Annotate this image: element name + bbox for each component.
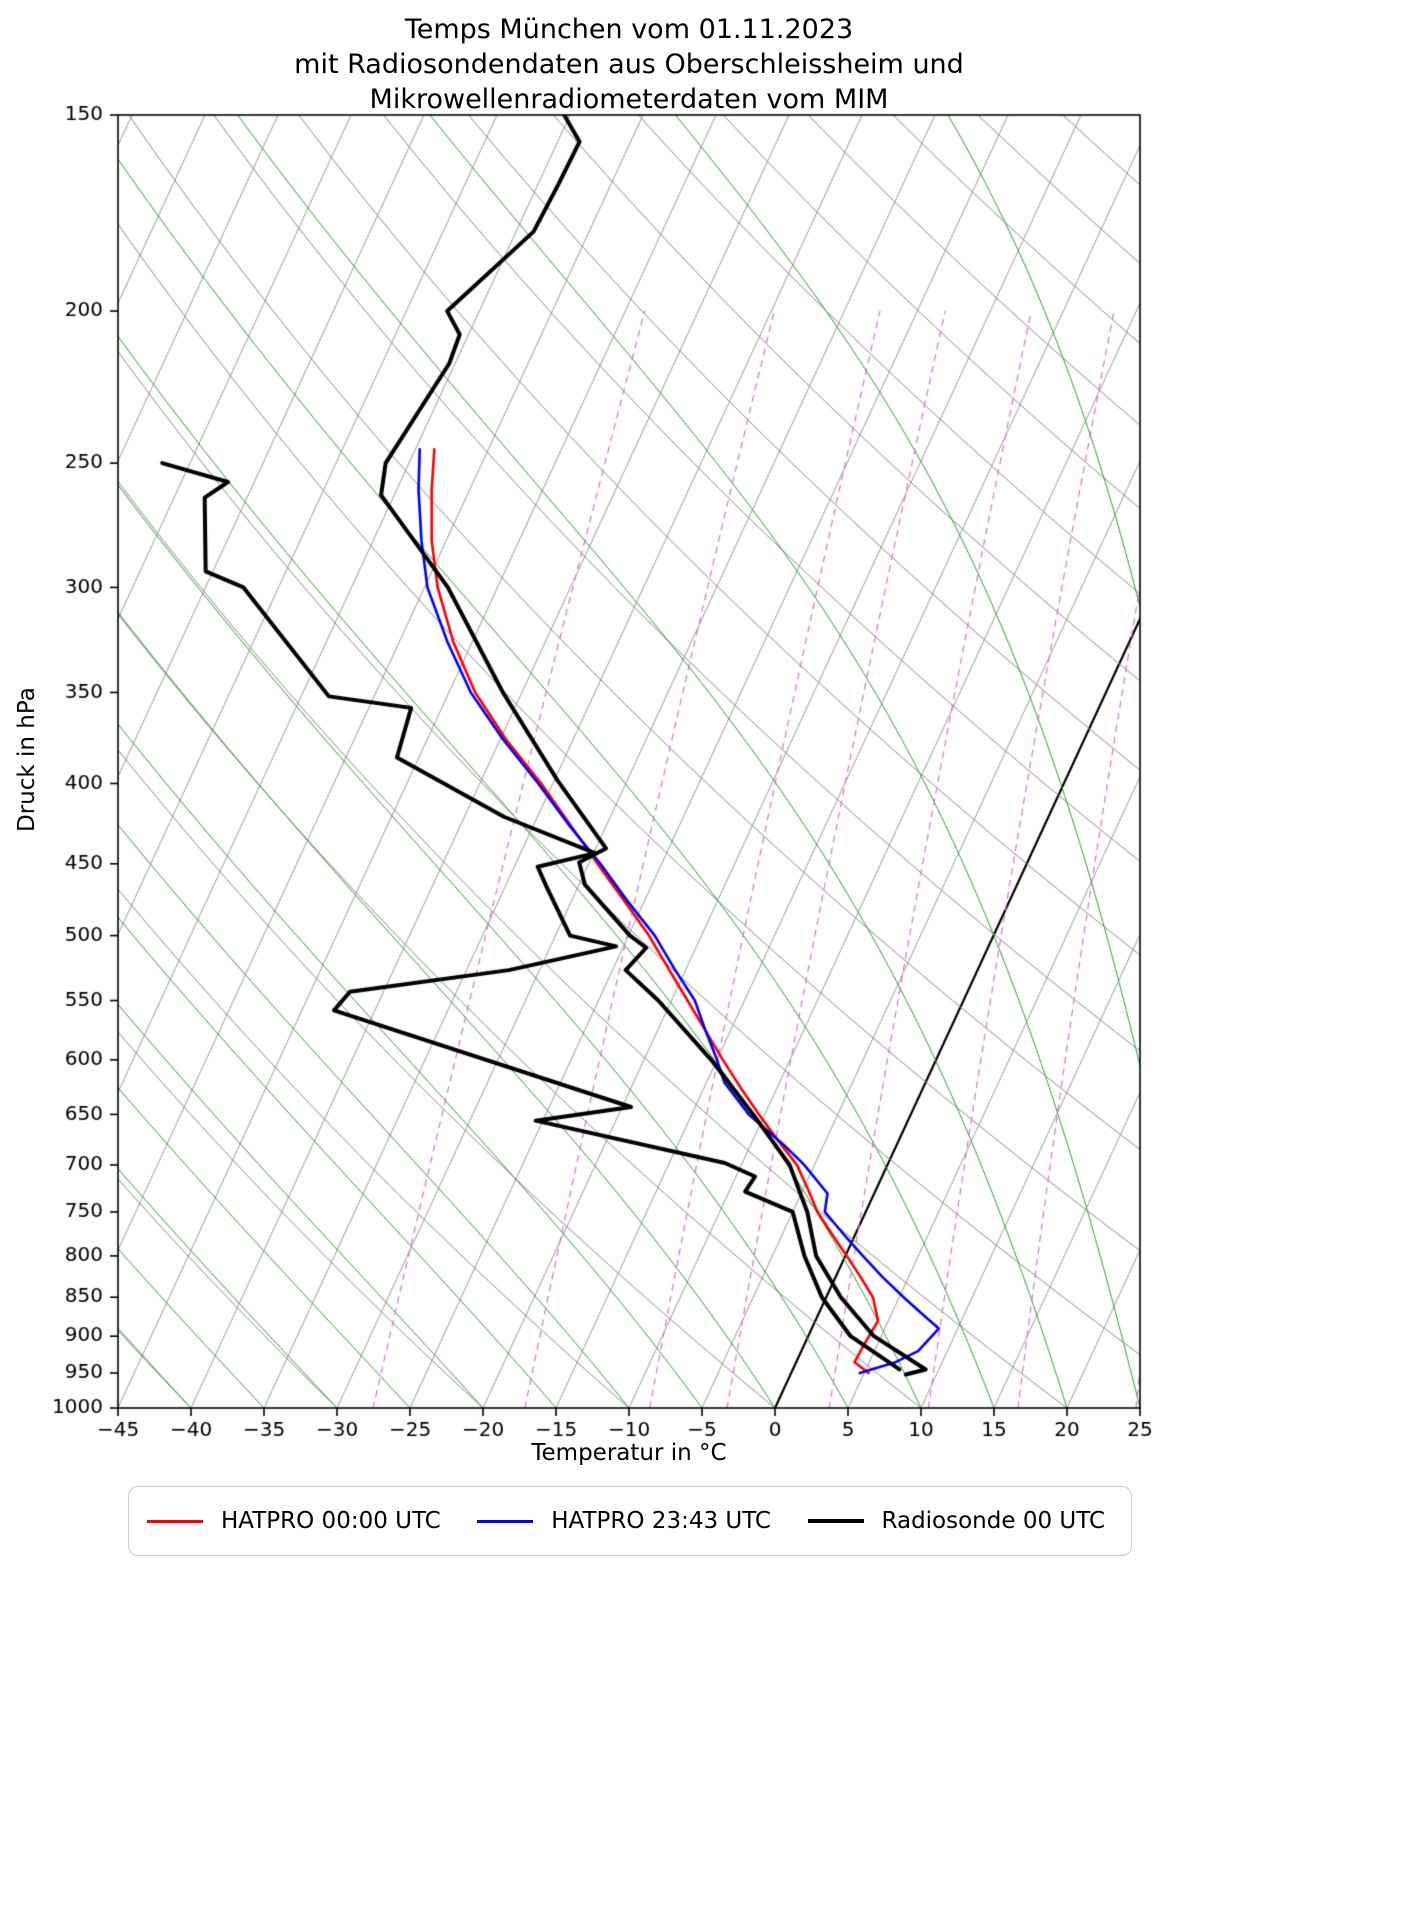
legend-label-hatpro-2343: HATPRO 23:43 UTC: [551, 1508, 771, 1534]
y-axis-label: Druck in hPa: [14, 687, 40, 833]
x-axis-label: Temperatur in °C: [531, 1440, 727, 1466]
legend-item-hatpro-0000: HATPRO 00:00 UTC: [147, 1508, 441, 1534]
legend-line-red-icon: [147, 1519, 203, 1523]
chart-title-line3: Mikrowellenradiometerdaten vom MIM: [369, 84, 889, 115]
legend-line-blue-icon: [477, 1519, 534, 1523]
legend-item-radiosonde: Radiosonde 00 UTC: [807, 1508, 1106, 1534]
legend-label-radiosonde: Radiosonde 00 UTC: [881, 1508, 1106, 1534]
chart-title: Temps München vom 01.11.2023 mit Radioso…: [118, 12, 1140, 117]
legend-item-hatpro-2343: HATPRO 23:43 UTC: [477, 1508, 771, 1534]
legend-line-black-icon: [807, 1519, 864, 1523]
chart-title-line1: Temps München vom 01.11.2023: [404, 14, 854, 45]
legend-label-hatpro-0000: HATPRO 00:00 UTC: [221, 1508, 441, 1534]
chart-title-line2: mit Radiosondendaten aus Oberschleisshei…: [294, 49, 964, 80]
legend-box: HATPRO 00:00 UTC HATPRO 23:43 UTC Radios…: [128, 1486, 1132, 1556]
